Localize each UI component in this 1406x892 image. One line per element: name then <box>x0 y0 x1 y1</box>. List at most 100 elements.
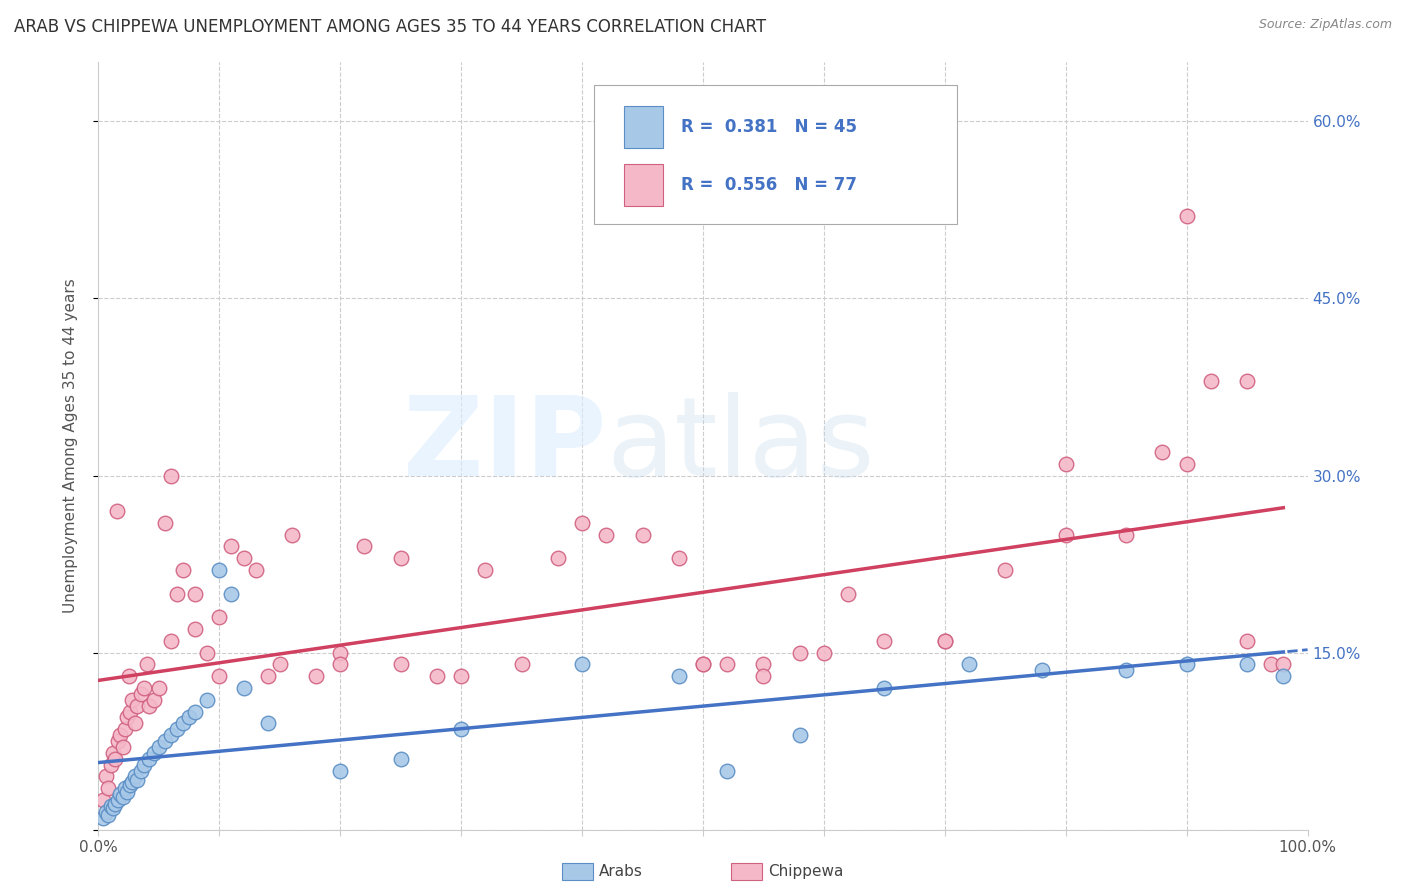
FancyBboxPatch shape <box>595 86 957 224</box>
Point <box>389 657 412 672</box>
Point <box>510 657 533 672</box>
Point <box>117 785 139 799</box>
Point <box>148 681 170 695</box>
Point <box>134 681 156 695</box>
Point <box>329 657 352 672</box>
Point <box>789 646 811 660</box>
Point <box>104 797 127 811</box>
Point <box>547 551 569 566</box>
FancyBboxPatch shape <box>624 106 664 148</box>
Point <box>118 669 141 683</box>
Text: Arabs: Arabs <box>599 864 643 879</box>
Point <box>111 739 134 754</box>
Text: Source: ZipAtlas.com: Source: ZipAtlas.com <box>1258 18 1392 31</box>
Point <box>153 734 176 748</box>
Point <box>245 563 267 577</box>
Point <box>1152 445 1174 459</box>
Point <box>957 657 980 672</box>
Point <box>571 516 593 530</box>
Point <box>353 539 375 553</box>
Point <box>668 669 690 683</box>
Text: R =  0.556   N = 77: R = 0.556 N = 77 <box>682 176 858 194</box>
Point <box>389 551 412 566</box>
Point <box>595 527 617 541</box>
Point <box>148 739 170 754</box>
Point <box>195 692 218 706</box>
Point <box>281 527 304 541</box>
Point <box>329 764 352 778</box>
Point <box>1236 374 1258 388</box>
Point <box>1175 457 1198 471</box>
Point <box>117 710 139 724</box>
Point <box>91 811 114 825</box>
Point <box>101 801 124 815</box>
Point <box>256 716 278 731</box>
Point <box>184 705 207 719</box>
Point <box>837 586 859 600</box>
Point <box>107 793 129 807</box>
Point <box>107 734 129 748</box>
Point <box>1272 657 1295 672</box>
Point <box>208 669 231 683</box>
Point <box>160 728 183 742</box>
Point <box>571 657 593 672</box>
Point <box>1199 374 1222 388</box>
Point <box>1175 209 1198 223</box>
Point <box>329 646 352 660</box>
Point <box>1175 657 1198 672</box>
Point <box>692 657 714 672</box>
Point <box>692 657 714 672</box>
Point <box>716 764 738 778</box>
Point <box>138 752 160 766</box>
Point <box>97 781 120 796</box>
Point <box>221 539 243 553</box>
Point <box>631 527 654 541</box>
Point <box>1272 669 1295 683</box>
Point <box>129 764 152 778</box>
Point <box>121 775 143 789</box>
Point <box>108 728 131 742</box>
Point <box>135 657 157 672</box>
Point <box>305 669 328 683</box>
Point <box>195 646 218 660</box>
Point <box>105 504 128 518</box>
Point <box>143 746 166 760</box>
Point <box>127 772 149 787</box>
Point <box>94 769 117 783</box>
Point <box>426 669 449 683</box>
Point <box>124 716 146 731</box>
Point <box>716 657 738 672</box>
Point <box>450 723 472 737</box>
Point <box>1115 527 1137 541</box>
Point <box>114 781 136 796</box>
Point <box>389 752 412 766</box>
Point <box>172 563 194 577</box>
Text: ARAB VS CHIPPEWA UNEMPLOYMENT AMONG AGES 35 TO 44 YEARS CORRELATION CHART: ARAB VS CHIPPEWA UNEMPLOYMENT AMONG AGES… <box>14 18 766 36</box>
Point <box>124 769 146 783</box>
Point <box>269 657 291 672</box>
Point <box>1236 657 1258 672</box>
Point <box>256 669 278 683</box>
Point <box>1260 657 1282 672</box>
Point <box>97 808 120 822</box>
Point <box>1031 663 1053 677</box>
Text: ZIP: ZIP <box>404 392 606 500</box>
Point <box>208 610 231 624</box>
Point <box>994 563 1017 577</box>
Point <box>127 698 149 713</box>
Point <box>184 586 207 600</box>
Point <box>450 669 472 683</box>
Point <box>789 728 811 742</box>
Y-axis label: Unemployment Among Ages 35 to 44 years: Unemployment Among Ages 35 to 44 years <box>63 278 77 614</box>
Point <box>934 633 956 648</box>
Point <box>143 692 166 706</box>
Text: R =  0.381   N = 45: R = 0.381 N = 45 <box>682 119 858 136</box>
Point <box>111 789 134 804</box>
Point <box>474 563 496 577</box>
Point <box>91 793 114 807</box>
Point <box>138 698 160 713</box>
Point <box>101 746 124 760</box>
Point <box>100 799 122 814</box>
Point <box>166 586 188 600</box>
Text: atlas: atlas <box>606 392 875 500</box>
